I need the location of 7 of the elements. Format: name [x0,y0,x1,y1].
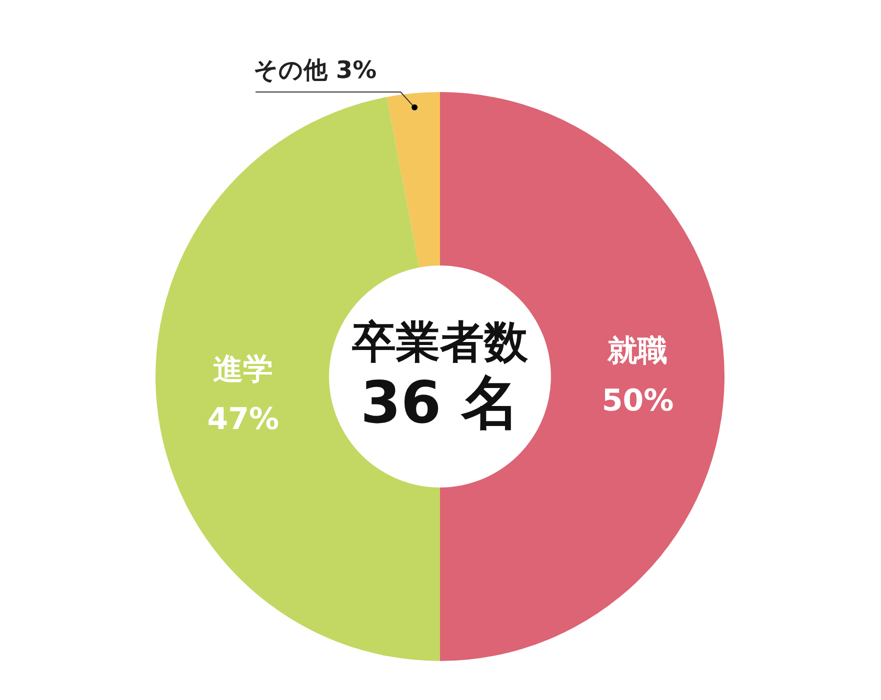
slice-label: 就職 [606,333,668,368]
text: 卒業者数 [351,316,529,368]
data-label: 47% [207,402,280,437]
text: 36 名 [360,368,520,437]
slice-label: その他 3% [254,56,377,84]
data-label: 50% [602,383,674,418]
slice-label: 進学 [213,352,274,387]
